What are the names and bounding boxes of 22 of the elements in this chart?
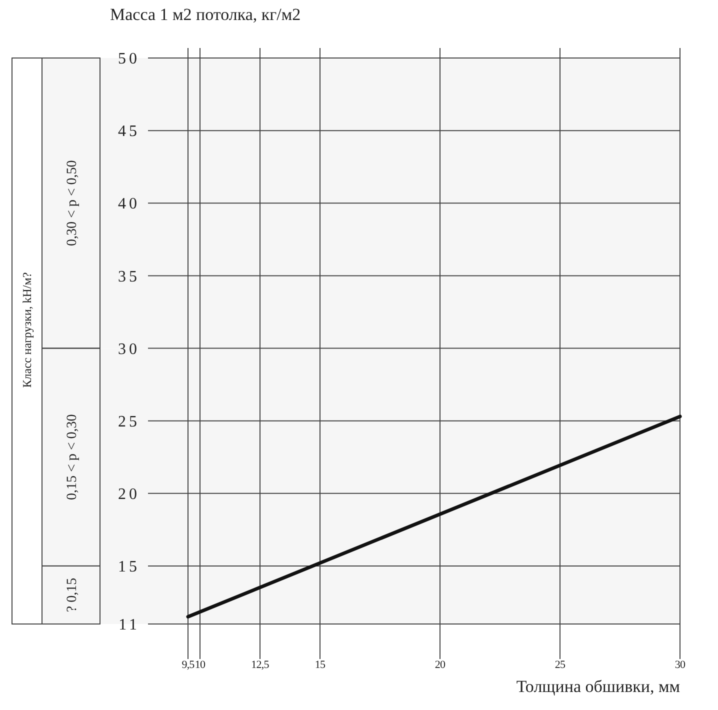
y-tick-label: 30 (118, 340, 140, 358)
x-tick-label: 15 (314, 659, 326, 671)
y-tick-label: 50 (118, 50, 140, 68)
x-tick-label: 9,5 (182, 659, 196, 671)
y-axis-title: Масса 1 м2 потолка, кг/м2 (110, 5, 301, 24)
x-tick-label: 10 (194, 659, 206, 671)
band-label: 0,15 < p < 0,30 (64, 414, 80, 500)
x-tick-label: 12,5 (251, 659, 270, 671)
y-tick-label: 20 (118, 486, 140, 503)
x-axis-title: Толщина обшивки, мм (516, 677, 680, 696)
x-tick-label: 30 (674, 659, 686, 671)
y-tick-label: 25 (118, 413, 140, 430)
y-tick-label: 45 (118, 123, 140, 140)
band-label: ? 0,15 (64, 578, 80, 612)
x-tick-label: 20 (434, 659, 446, 671)
y-tick-label: 15 (118, 558, 140, 576)
x-tick-label: 25 (554, 659, 566, 671)
y-tick-label: 11 (118, 616, 140, 634)
y-tick-label: 35 (118, 268, 140, 286)
y-tick-label: 40 (118, 196, 140, 213)
band-label: 0,30 < p < 0,50 (64, 160, 80, 246)
text: Класс нагрузки, kH/м? (20, 272, 34, 388)
